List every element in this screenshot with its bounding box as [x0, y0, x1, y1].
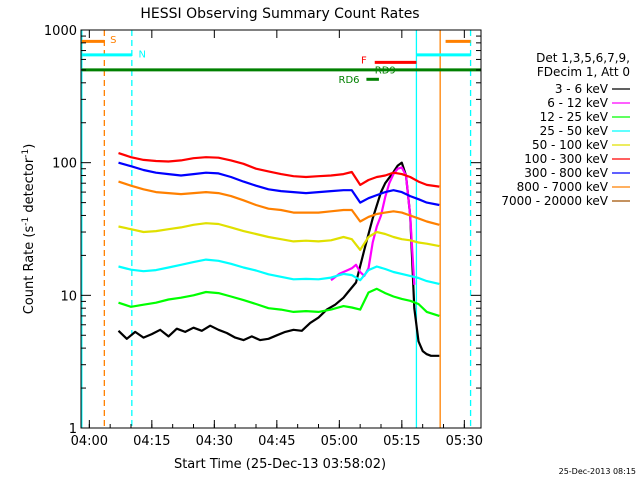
chart-title: HESSI Observing Summary Count Rates — [140, 6, 419, 22]
x-tick-label: 04:45 — [258, 434, 295, 449]
marker-label-rd6: RD6 — [339, 75, 360, 86]
legend-label-300-800-kev: 300 - 800 keV — [524, 166, 608, 180]
legend-label-25-50-kev: 25 - 50 keV — [540, 124, 609, 138]
instrument-state-markers: S N F RD9 RD6 — [81, 30, 481, 428]
timestamp: 25-Dec-2013 08:15 — [559, 467, 636, 476]
legend-header: FDecim 1, Att 0 — [537, 65, 630, 79]
legend-label-50-100-kev: 50 - 100 keV — [532, 138, 609, 152]
y-tick-label: 1 — [69, 422, 77, 437]
series-lines — [117, 152, 440, 357]
series-50-100-kev — [118, 222, 440, 251]
x-axis-label: Start Time (25-Dec-13 03:58:02) — [174, 457, 386, 472]
x-tick-label: 04:15 — [133, 434, 170, 449]
series-800-7000-kev — [118, 180, 440, 226]
series-300-800-kev — [118, 161, 440, 207]
series-100-300-kev — [118, 152, 440, 188]
legend-label-3-6-kev: 3 - 6 keV — [555, 82, 609, 96]
axis-ticks: 04:00 04:15 04:30 04:45 05:00 05:15 05:30 1 10 10… — [44, 24, 483, 449]
series-12-25-kev — [118, 287, 440, 317]
legend-label-6-12-kev: 6 - 12 keV — [547, 96, 609, 110]
marker-label-n: N — [139, 50, 146, 61]
marker-label-s: S — [110, 35, 116, 46]
x-tick-label: 04:30 — [196, 434, 233, 449]
legend-header: Det 1,3,5,6,7,9, — [536, 51, 630, 65]
legend: Det 1,3,5,6,7,9,FDecim 1, Att 0 3 - 6 keV… — [501, 51, 630, 208]
plot-frame — [80, 29, 482, 429]
y-axis-label: Count Rate (s-1 detector-1) — [21, 144, 37, 315]
legend-label-12-25-kev: 12 - 25 keV — [540, 110, 609, 124]
x-tick-label: 05:15 — [383, 434, 420, 449]
y-tick-label: 1000 — [44, 24, 77, 39]
x-tick-label: 04:00 — [71, 434, 108, 449]
marker-label-f: F — [361, 55, 367, 66]
x-tick-label: 05:00 — [321, 434, 358, 449]
legend-label-7000-20000-kev: 7000 - 20000 keV — [501, 194, 608, 208]
y-tick-label: 10 — [60, 289, 77, 304]
legend-label-100-300-kev: 100 - 300 keV — [524, 152, 608, 166]
series-6-12-kev — [330, 166, 416, 285]
series-25-50-kev — [118, 258, 440, 285]
y-tick-label: 100 — [52, 157, 77, 172]
legend-label-800-7000-kev: 800 - 7000 keV — [517, 180, 609, 194]
marker-label-rd9: RD9 — [375, 66, 396, 77]
x-tick-label: 05:30 — [446, 434, 483, 449]
